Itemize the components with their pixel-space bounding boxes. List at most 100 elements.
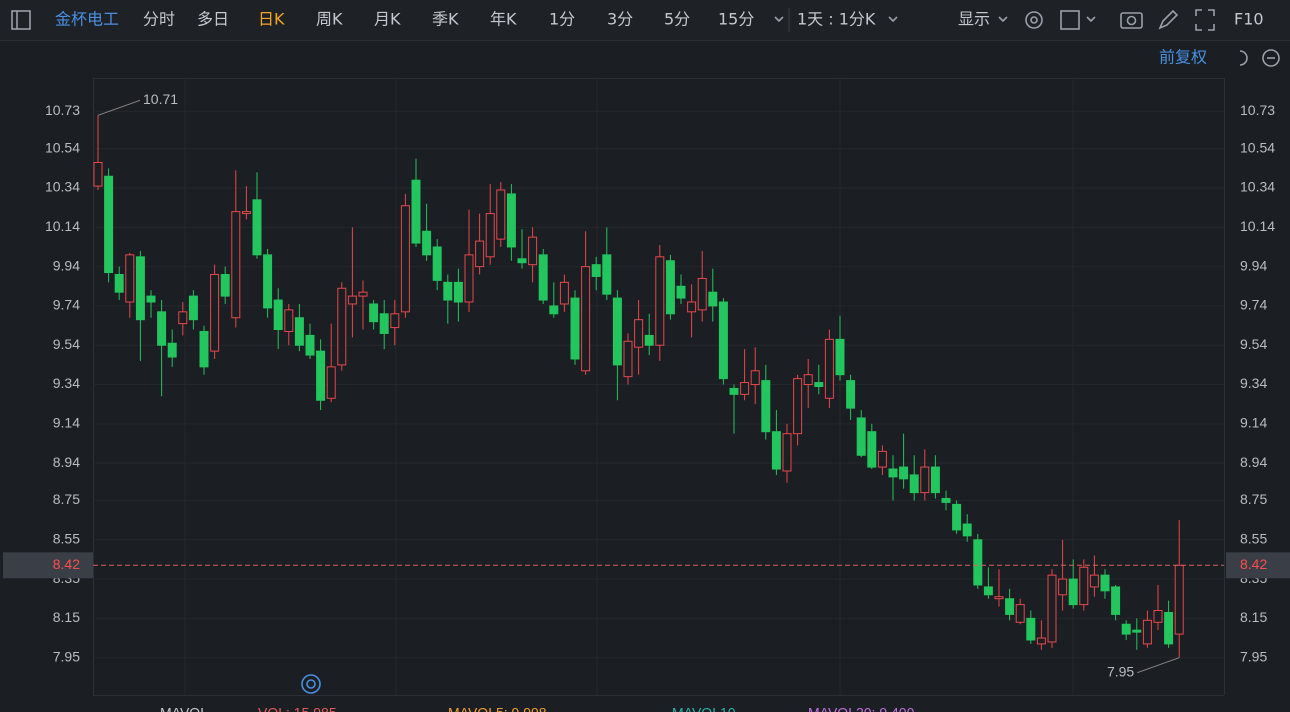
- camera-icon[interactable]: [1120, 12, 1143, 29]
- y-tick-label: 8.94: [53, 454, 80, 470]
- candle-body: [1005, 598, 1015, 615]
- y-tick-label: 9.34: [53, 375, 80, 391]
- chevron[interactable]: [998, 16, 1008, 23]
- candle-body: [750, 370, 760, 386]
- candle-body: [973, 539, 983, 586]
- plot: 10.73 10.73 10.54 10.54 10.34 10.34 10.14 10.14…: [3, 91, 1290, 712]
- candle-body: [708, 291, 718, 307]
- candle-body: [676, 285, 686, 299]
- y-tick-label: 8.75: [53, 491, 80, 507]
- adjust-mode[interactable]: 前复权: [1159, 48, 1207, 67]
- candle-body: [1153, 610, 1163, 623]
- y2-tick-label: 9.34: [1240, 375, 1267, 391]
- candle-body: [273, 299, 283, 331]
- candle-body: [379, 313, 389, 334]
- period-tab[interactable]: 3分: [607, 10, 633, 29]
- y2-tick-label: 10.54: [1240, 139, 1275, 155]
- candle-body: [1047, 574, 1057, 643]
- locate-icon[interactable]: [301, 674, 321, 694]
- candle-body: [496, 189, 506, 240]
- candle-body: [400, 205, 410, 313]
- period-tab[interactable]: 多日: [197, 10, 229, 29]
- chevron[interactable]: [888, 16, 898, 23]
- candle-body: [846, 380, 856, 409]
- high-pointer: [97, 99, 141, 116]
- y2-tick-label: 9.14: [1240, 415, 1267, 431]
- y2-tick-label: 8.55: [1240, 530, 1267, 546]
- candle-body: [930, 466, 940, 494]
- candle-body: [909, 474, 919, 494]
- candle-body: [528, 236, 538, 266]
- candle-body: [941, 498, 951, 503]
- period-tab[interactable]: 1分: [549, 10, 575, 29]
- settings-icon-core: [1030, 16, 1038, 24]
- fullscreen-icon[interactable]: [1195, 9, 1215, 31]
- reset-icon[interactable]: [1239, 50, 1248, 66]
- candle-body: [782, 433, 792, 472]
- stock-name[interactable]: 金杯电工: [55, 10, 119, 29]
- zoom-out-icon[interactable]: [1262, 49, 1280, 67]
- y-tick-label: 10.54: [45, 139, 80, 155]
- candle-body: [1058, 578, 1068, 596]
- candle-body: [793, 378, 803, 435]
- candle-body: [1100, 574, 1110, 592]
- period-tab[interactable]: 年K: [490, 10, 517, 29]
- last-price-label: 8.42: [53, 556, 80, 572]
- period-tabs: 分时 多日 日K 周K 月K 季K 年K 1分 3分 5分 15分: [143, 10, 754, 29]
- candle-body: [347, 295, 357, 305]
- candle-body: [591, 264, 601, 277]
- draw-icon[interactable]: [1158, 9, 1179, 30]
- candle-body: [570, 297, 580, 360]
- candle-body: [538, 254, 548, 301]
- y2-tick-label: 8.94: [1240, 454, 1267, 470]
- candle-body: [432, 246, 442, 281]
- period-tab[interactable]: 5分: [664, 10, 690, 29]
- y2-tick-label: 7.95: [1240, 648, 1267, 664]
- period-tab[interactable]: 15分: [718, 10, 754, 29]
- candle-body: [390, 313, 400, 329]
- candle-body: [263, 254, 273, 309]
- candle-body: [1026, 617, 1036, 641]
- y-tick-label: 7.95: [53, 648, 80, 664]
- chevron[interactable]: [1086, 16, 1096, 23]
- candle-body: [104, 175, 114, 274]
- period-tab[interactable]: 季K: [432, 10, 459, 29]
- y2-tick-label: 9.54: [1240, 336, 1267, 352]
- last-price-box: [1226, 552, 1290, 579]
- candle-body: [1174, 564, 1184, 635]
- candle-body: [665, 260, 675, 315]
- candle-body: [655, 256, 665, 346]
- candle-body: [337, 287, 347, 366]
- candle-body: [581, 266, 591, 372]
- indicator-label: MAVOL: [160, 705, 208, 712]
- y-tick-label: 9.14: [53, 415, 80, 431]
- candle-body: [125, 254, 135, 303]
- candle-body: [602, 254, 612, 295]
- chevron[interactable]: [774, 16, 784, 23]
- candle-body: [761, 380, 771, 433]
- candle-body: [623, 340, 633, 378]
- y2-tick-label: 8.15: [1240, 609, 1267, 625]
- sidebar-toggle[interactable]: [11, 10, 31, 30]
- candle-body: [167, 342, 177, 358]
- candle-body: [93, 161, 103, 187]
- period-tab[interactable]: 分时: [143, 10, 175, 29]
- indicator-label: MAVOL20: 9.400: [808, 705, 915, 712]
- display-menu[interactable]: 显示: [958, 10, 990, 29]
- f10-button[interactable]: F10: [1234, 10, 1264, 29]
- candle-body: [697, 277, 707, 311]
- period-tab[interactable]: 日K: [258, 10, 285, 29]
- overlay-icon[interactable]: [1060, 10, 1080, 30]
- candle-body: [687, 301, 697, 313]
- candle-body: [284, 309, 294, 332]
- settings-icon[interactable]: [1025, 11, 1043, 29]
- candle-body: [1015, 604, 1025, 623]
- candle-body: [485, 213, 495, 258]
- y-tick-label: 9.74: [53, 297, 80, 313]
- period-tab[interactable]: 月K: [374, 10, 401, 29]
- last-price-label: 8.42: [1240, 556, 1267, 572]
- multi-period[interactable]: 1天 : 1分K: [797, 10, 876, 29]
- candle-body: [634, 319, 644, 348]
- period-tab[interactable]: 周K: [316, 10, 343, 29]
